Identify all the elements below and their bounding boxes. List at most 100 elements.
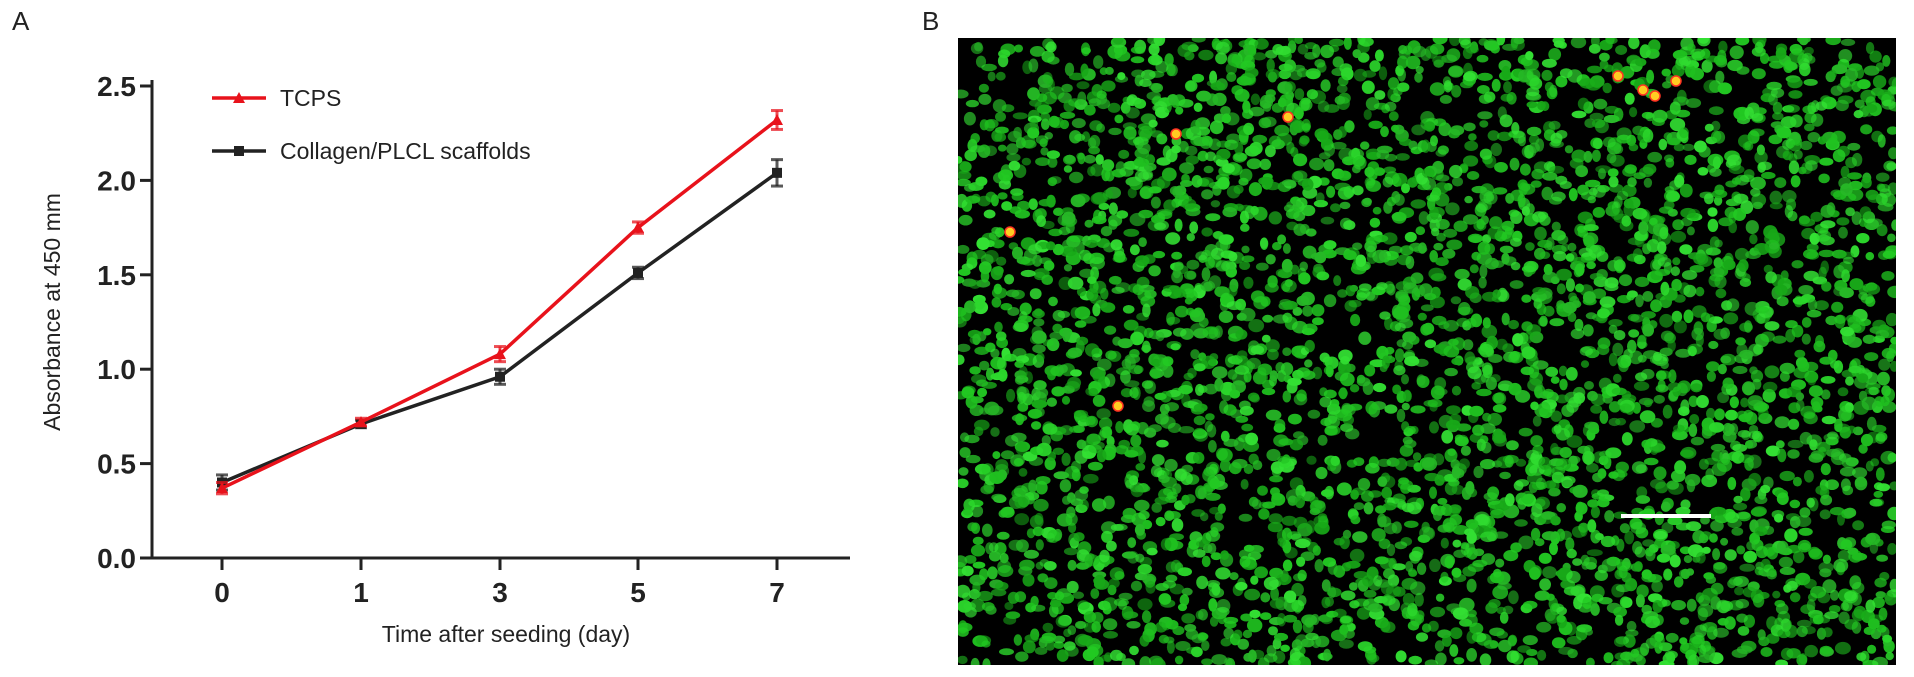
live-cell [965,454,981,464]
live-cell [994,321,1003,333]
live-cell [1336,84,1348,93]
live-cell [1257,363,1273,376]
live-cell [1865,599,1876,613]
live-cell [1428,620,1439,632]
live-cell [1137,564,1152,575]
live-cell [1344,120,1355,133]
live-cell [1172,266,1181,279]
live-cell [1705,313,1715,323]
live-cell [1058,364,1068,374]
live-cell [1885,652,1894,661]
live-cell [1681,217,1693,227]
live-cell [1570,38,1587,49]
live-cell [1193,452,1205,464]
live-cell [1178,99,1194,108]
live-cell [1429,43,1445,55]
live-cell [1860,433,1874,447]
live-cell [1210,81,1226,91]
live-cell [1570,328,1585,340]
live-cell [1493,568,1502,578]
live-cell [1803,249,1818,259]
live-cell [1744,301,1760,316]
live-cell [959,447,971,458]
live-cell [1038,638,1048,648]
live-cell [1732,365,1748,375]
live-cell [1544,480,1556,489]
live-cell [1483,191,1498,205]
live-cell [1539,578,1551,591]
live-cell [974,41,983,52]
live-cell [1819,157,1834,166]
live-cell [1429,82,1445,96]
live-cell [1031,421,1042,430]
live-cell [1119,166,1134,177]
live-cell [1625,578,1638,592]
live-cell [1312,317,1324,326]
live-cell [1840,326,1855,337]
live-cell [1221,113,1232,124]
live-cell [1087,137,1097,149]
live-cell [1618,274,1633,287]
live-cell [1784,528,1798,543]
live-cell [1465,481,1475,495]
live-cell [1463,122,1476,132]
live-cell [1410,199,1426,209]
live-cell [1790,175,1801,188]
live-cell [1657,379,1666,391]
live-cell [1304,52,1317,60]
live-cell [1713,562,1728,574]
live-cell [1006,289,1020,298]
live-cell [1629,107,1638,118]
live-cell [1365,97,1380,111]
live-cell [1452,607,1469,620]
live-cell [1274,419,1286,431]
live-cell [1685,64,1696,78]
live-cell [1463,155,1479,167]
live-cell [1059,119,1070,130]
live-cell [1878,358,1891,371]
live-cell [1384,101,1397,112]
live-cell [1191,38,1206,43]
live-cell [1158,634,1170,644]
live-cell [1605,447,1622,459]
live-cell [1581,191,1597,201]
live-cell [1479,120,1489,128]
live-cell [1878,607,1888,621]
live-cell [1720,600,1734,612]
live-cell [1714,184,1725,196]
live-cell [1472,359,1484,368]
live-cell [1582,450,1595,465]
live-cell [1641,439,1652,449]
live-cell [1211,583,1221,596]
live-cell [1476,438,1486,452]
live-cell [1323,159,1335,172]
live-cell [1449,38,1461,46]
live-cell [1793,550,1805,564]
live-cell [1371,528,1386,542]
live-cell [1150,196,1161,209]
live-cell [1250,575,1259,585]
live-cell [1172,327,1187,337]
live-cell [1671,278,1682,292]
live-cell [1621,390,1632,399]
live-cell [1555,75,1568,88]
live-cell [970,504,984,518]
live-cell [1023,549,1039,559]
live-cell [1707,207,1718,217]
live-cell [1652,109,1668,123]
live-cell [1001,104,1015,113]
live-cell [1779,470,1795,482]
live-cell [1258,176,1274,186]
live-cell [1845,376,1854,386]
live-cell [1881,347,1896,359]
live-cell [1558,365,1568,377]
live-cell [1113,38,1124,45]
live-cell [1015,651,1029,662]
live-cell [1148,265,1161,277]
live-cell [1820,220,1836,229]
live-cell [1012,246,1023,260]
live-cell [1392,563,1406,571]
live-cell [1429,250,1438,263]
live-cell [1810,211,1823,222]
live-cell [1627,177,1637,188]
